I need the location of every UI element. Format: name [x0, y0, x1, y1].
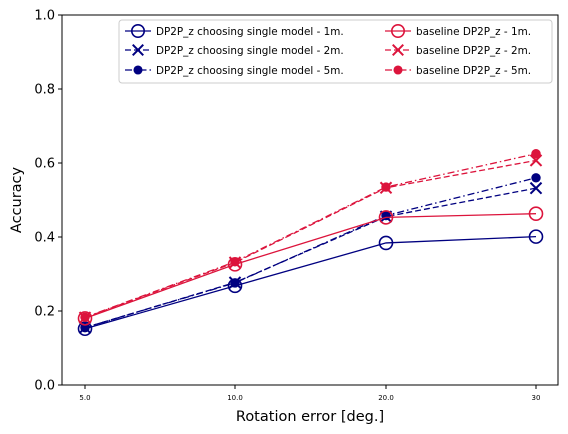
- legend-marker: [133, 65, 143, 75]
- series-6: [80, 149, 541, 323]
- series-layer: [77, 149, 544, 337]
- legend-entry: baseline DP2P_z - 5m.: [385, 65, 531, 77]
- legend-label: baseline DP2P_z - 1m.: [416, 26, 531, 38]
- marker-x-stroke: [132, 44, 144, 56]
- data-point: [531, 149, 541, 159]
- data-point: [80, 312, 90, 323]
- legend-entry: DP2P_z choosing single model - 2m.: [125, 44, 344, 57]
- marker-x-stroke: [529, 181, 543, 195]
- series-1: [77, 229, 544, 337]
- x-tick-label: 5.0: [79, 394, 90, 402]
- legend-entry: baseline DP2P_z - 1m.: [385, 23, 531, 38]
- y-tick-label: 0.2: [34, 305, 55, 320]
- x-tick-label: 30: [532, 394, 541, 402]
- legend: DP2P_z choosing single model - 1m. DP2P_z…: [118, 19, 553, 84]
- series-line: [84, 235, 537, 330]
- legend-entry: baseline DP2P_z - 2m.: [385, 44, 531, 57]
- y-tick-label: 0.4: [34, 231, 55, 246]
- legend-marker: [393, 65, 403, 75]
- axes-layer: 5.0 10.0 20.0 30 0.0 0.2 0.4 0.6 0.8 1.0: [34, 9, 540, 403]
- legend-label: DP2P_z choosing single model - 1m.: [156, 26, 344, 38]
- plot-frame: [61, 14, 559, 386]
- data-point: [381, 182, 391, 192]
- data-point: [230, 257, 240, 267]
- data-point: [230, 278, 240, 288]
- marker-x-stroke: [392, 44, 404, 56]
- legend-marker: [390, 23, 405, 38]
- legend-label: baseline DP2P_z - 5m.: [416, 65, 531, 77]
- data-point: [528, 206, 544, 221]
- legend-box: [118, 19, 553, 84]
- legend-marker: [132, 44, 144, 56]
- legend-entry: DP2P_z choosing single model - 1m.: [125, 23, 344, 38]
- data-point: [80, 322, 90, 333]
- data-point: [378, 210, 394, 225]
- x-axis-label: Rotation error [deg.]: [236, 409, 384, 425]
- legend-marker: [392, 44, 404, 56]
- data-point: [531, 173, 541, 183]
- x-tick-label: 10.0: [227, 394, 243, 402]
- y-axis-label: Accuracy: [9, 166, 25, 233]
- series-line: [84, 187, 537, 329]
- y-tick-label: 0.0: [34, 379, 55, 394]
- legend-label: DP2P_z choosing single model - 2m.: [156, 45, 344, 57]
- data-point: [529, 154, 543, 167]
- legend-entry: DP2P_z choosing single model - 5m.: [125, 65, 344, 77]
- series-line: [84, 177, 537, 329]
- y-tick-label: 0.6: [34, 157, 55, 172]
- series-line: [84, 159, 537, 319]
- y-tick-label: 0.8: [34, 83, 55, 98]
- series-line: [84, 213, 537, 320]
- marker-x-stroke: [529, 154, 543, 167]
- legend-label: baseline DP2P_z - 2m.: [416, 45, 531, 57]
- x-tick-label: 20.0: [378, 394, 394, 402]
- data-point: [528, 229, 544, 244]
- data-point: [378, 235, 394, 251]
- legend-marker: [131, 23, 146, 38]
- data-point: [77, 311, 93, 326]
- data-point: [77, 321, 93, 337]
- legend-label: DP2P_z choosing single model - 5m.: [156, 65, 344, 77]
- y-tick-label: 1.0: [34, 9, 55, 24]
- data-point: [529, 181, 543, 195]
